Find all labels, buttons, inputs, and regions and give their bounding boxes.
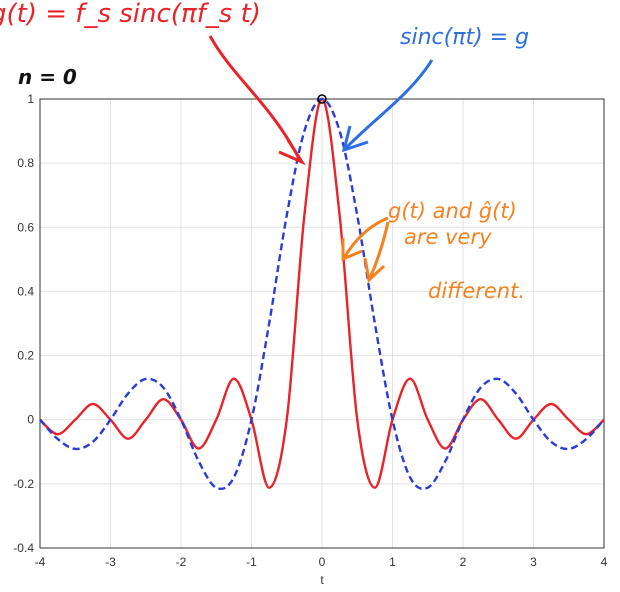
annotation-blue: sinc(πt) = g <box>341 25 529 153</box>
x-axis-label: t <box>320 573 324 587</box>
y-tick-label-6: 0.8 <box>17 156 34 170</box>
red-arrowhead <box>278 139 306 166</box>
orange-arrow-2 <box>368 221 390 279</box>
y-tick-label-5: 0.6 <box>17 220 34 234</box>
x-tick-label-6: 2 <box>460 555 467 569</box>
grid-lines <box>39 98 605 549</box>
blue-arrow <box>344 59 434 150</box>
x-tick-label-2: -2 <box>176 555 187 569</box>
orange-arrow-1 <box>342 216 389 259</box>
x-tick-label-0: -4 <box>35 555 46 569</box>
n-label: n = 0 <box>18 65 77 89</box>
annotation-blue-text: sinc(πt) = g <box>400 25 529 50</box>
y-tick-label-1: -0.2 <box>13 477 34 491</box>
y-tick-label-3: 0.2 <box>17 349 34 363</box>
y-tick-label-2: 0 <box>27 413 34 427</box>
red-arrow <box>208 35 302 161</box>
sample-marker <box>317 94 327 104</box>
x-tick-label-3: -1 <box>246 555 257 569</box>
blue-arrowhead <box>341 125 369 153</box>
series-line-1 <box>39 97 605 491</box>
x-tick-label-7: 3 <box>530 555 537 569</box>
x-tick-label-4: 0 <box>319 555 326 569</box>
y-tick-label-7: 1 <box>27 92 34 106</box>
series-lines <box>39 94 605 491</box>
annotation-red: g(t) = f_s sinc(πf_s t) <box>0 0 306 166</box>
annotation-orange-line1: g(t) and ĝ(t) <box>388 199 517 223</box>
orange-arrowhead-1 <box>341 238 363 262</box>
x-tick-label-1: -3 <box>105 555 116 569</box>
x-tick-label-5: 1 <box>389 555 396 569</box>
annotation-orange: g(t) and ĝ(t) are very different. <box>341 199 525 303</box>
y-tick-label-0: -0.4 <box>13 541 34 555</box>
annotation-orange-line3: different. <box>428 279 525 303</box>
y-tick-label-4: 0.4 <box>17 284 34 298</box>
annotation-orange-line2: are very <box>404 225 492 249</box>
x-tick-label-8: 4 <box>601 555 608 569</box>
tick-labels: -4 -3 -2 -1 0 1 2 3 4 -0.4 -0.2 0 0.2 0.4 0.6 0.8 1 <box>13 92 607 569</box>
orange-arrowhead-2 <box>363 257 386 283</box>
annotation-red-text: g(t) = f_s sinc(πf_s t) <box>0 0 261 29</box>
